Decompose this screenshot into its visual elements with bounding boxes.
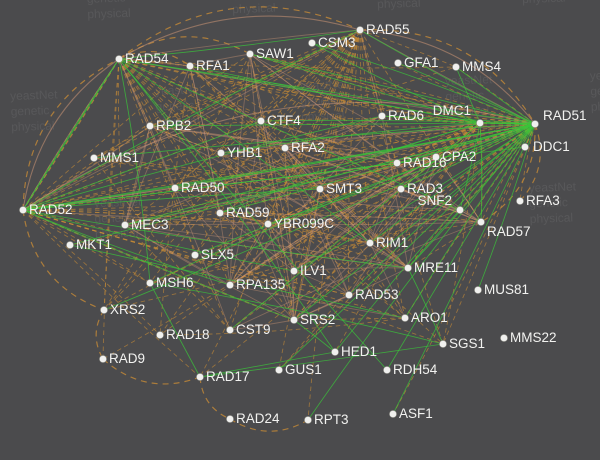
svg-text:YBR099C: YBR099C: [274, 216, 334, 231]
svg-text:SLX5: SLX5: [201, 247, 234, 262]
svg-text:MMS4: MMS4: [462, 59, 501, 74]
svg-text:genetic: genetic: [10, 103, 49, 118]
svg-text:yeastNet: yeastNet: [590, 67, 600, 83]
svg-text:physical: physical: [530, 210, 574, 226]
svg-text:RAD6: RAD6: [388, 108, 424, 123]
svg-text:physical: physical: [591, 98, 600, 114]
svg-text:RFA3: RFA3: [526, 193, 560, 208]
svg-text:RFA1: RFA1: [196, 58, 230, 73]
svg-text:ARO1: ARO1: [411, 310, 448, 325]
svg-text:physical: physical: [232, 1, 276, 17]
svg-text:RPA135: RPA135: [236, 277, 285, 292]
svg-text:MEC3: MEC3: [131, 217, 169, 232]
svg-text:MRE11: MRE11: [414, 260, 458, 275]
svg-text:RAD57: RAD57: [487, 224, 531, 239]
svg-text:XRS2: XRS2: [110, 302, 145, 317]
svg-text:SMT3: SMT3: [326, 181, 362, 196]
svg-text:ASF1: ASF1: [399, 406, 433, 421]
svg-text:CTF4: CTF4: [267, 113, 301, 128]
svg-text:ILV1: ILV1: [300, 263, 327, 278]
svg-text:RPT3: RPT3: [314, 412, 349, 427]
svg-text:SNF2: SNF2: [417, 193, 452, 208]
svg-text:RFA2: RFA2: [291, 140, 325, 155]
svg-text:MKT1: MKT1: [76, 237, 112, 252]
svg-text:RAD9: RAD9: [109, 351, 145, 366]
svg-text:physical: physical: [87, 6, 131, 22]
svg-text:DMC1: DMC1: [433, 103, 471, 118]
svg-text:yeastNet: yeastNet: [10, 87, 58, 103]
svg-text:RPB2: RPB2: [156, 118, 191, 133]
svg-text:RAD17: RAD17: [206, 369, 250, 384]
svg-text:RDH54: RDH54: [393, 362, 438, 377]
svg-text:RAD54: RAD54: [125, 51, 169, 66]
svg-text:RAD50: RAD50: [181, 180, 225, 195]
svg-text:GFA1: GFA1: [404, 55, 439, 70]
svg-text:genetic: genetic: [590, 83, 600, 98]
svg-text:MSH6: MSH6: [156, 275, 194, 290]
svg-text:MUS81: MUS81: [484, 282, 529, 297]
svg-text:RAD24: RAD24: [236, 411, 280, 426]
svg-text:RAD16: RAD16: [403, 155, 447, 170]
svg-text:SAW1: SAW1: [256, 46, 294, 61]
svg-text:GUS1: GUS1: [285, 362, 322, 377]
svg-text:physical: physical: [377, 0, 421, 11]
svg-text:MMS22: MMS22: [510, 330, 557, 345]
svg-text:CSM3: CSM3: [318, 35, 356, 50]
svg-text:CST9: CST9: [236, 322, 271, 337]
svg-text:RAD53: RAD53: [355, 287, 399, 302]
svg-text:RAD55: RAD55: [366, 22, 410, 37]
svg-text:MMS1: MMS1: [100, 150, 139, 165]
svg-text:RIM1: RIM1: [376, 235, 408, 250]
svg-text:RAD18: RAD18: [166, 327, 210, 342]
svg-text:DDC1: DDC1: [533, 139, 570, 154]
svg-text:YHB1: YHB1: [227, 145, 262, 160]
svg-text:RAD51: RAD51: [543, 108, 587, 123]
svg-text:HED1: HED1: [341, 344, 377, 359]
svg-text:RAD52: RAD52: [29, 202, 73, 217]
svg-text:RAD59: RAD59: [226, 205, 270, 220]
svg-text:CPA2: CPA2: [442, 149, 476, 164]
svg-text:SGS1: SGS1: [449, 336, 485, 351]
svg-text:SRS2: SRS2: [300, 312, 335, 327]
